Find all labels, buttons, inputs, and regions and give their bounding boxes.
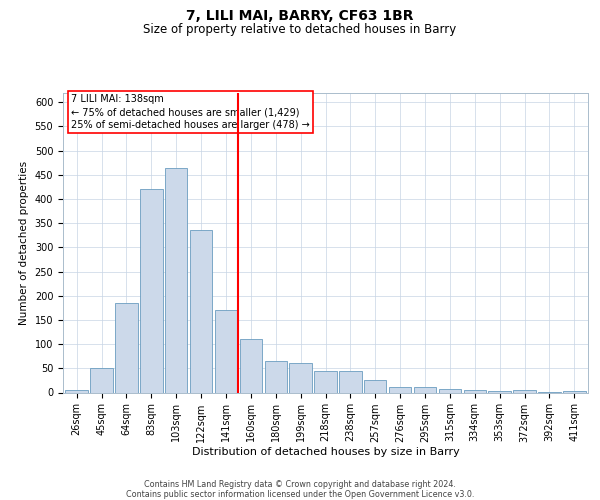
Bar — [265, 361, 287, 392]
Text: 7, LILI MAI, BARRY, CF63 1BR: 7, LILI MAI, BARRY, CF63 1BR — [186, 9, 414, 23]
Bar — [339, 370, 362, 392]
Bar — [289, 362, 312, 392]
Bar — [464, 390, 486, 392]
Bar — [364, 380, 386, 392]
Text: Size of property relative to detached houses in Barry: Size of property relative to detached ho… — [143, 22, 457, 36]
Bar — [165, 168, 187, 392]
Bar — [514, 390, 536, 392]
Bar — [563, 391, 586, 392]
Bar — [389, 386, 412, 392]
Bar — [414, 386, 436, 392]
Text: 7 LILI MAI: 138sqm
← 75% of detached houses are smaller (1,429)
25% of semi-deta: 7 LILI MAI: 138sqm ← 75% of detached hou… — [71, 94, 310, 130]
X-axis label: Distribution of detached houses by size in Barry: Distribution of detached houses by size … — [191, 448, 460, 458]
Bar — [239, 340, 262, 392]
Y-axis label: Number of detached properties: Number of detached properties — [19, 160, 29, 324]
Bar — [115, 303, 137, 392]
Bar — [215, 310, 237, 392]
Bar — [91, 368, 113, 392]
Bar — [140, 190, 163, 392]
Bar — [314, 370, 337, 392]
Bar — [65, 390, 88, 392]
Text: Contains HM Land Registry data © Crown copyright and database right 2024.
Contai: Contains HM Land Registry data © Crown c… — [126, 480, 474, 499]
Bar — [488, 391, 511, 392]
Bar — [439, 388, 461, 392]
Bar — [190, 230, 212, 392]
